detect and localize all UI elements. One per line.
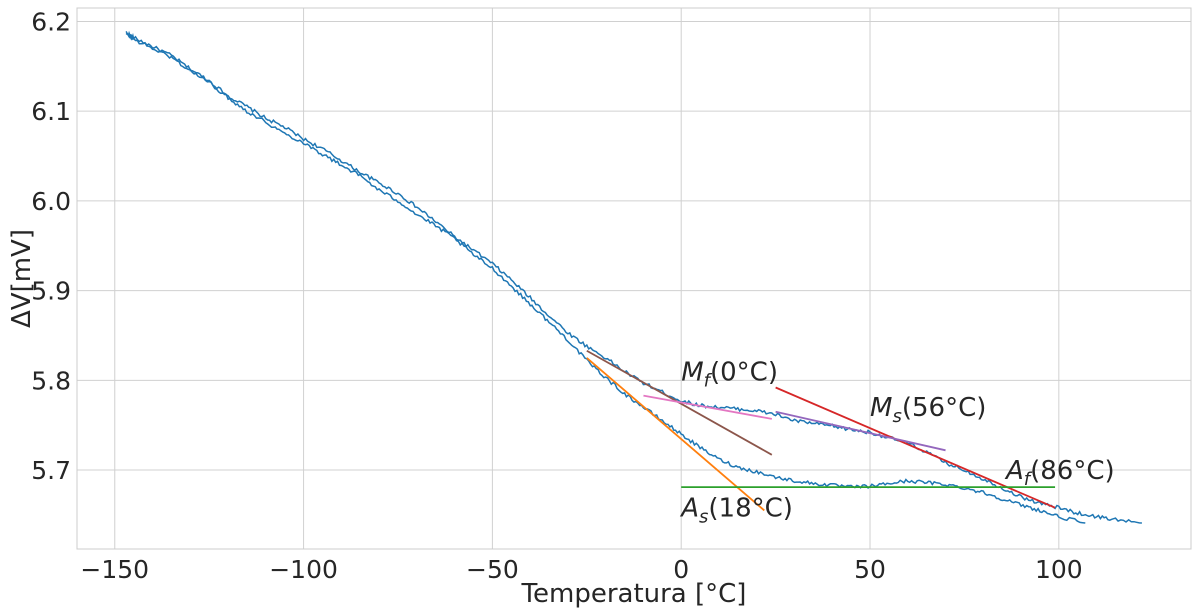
annotation-layer: Mf(0°C) Ms(56°C) Af(86°C) As(18°C) xyxy=(679,357,1114,527)
y-tick-label: 6.2 xyxy=(31,7,71,36)
x-tick-label: −50 xyxy=(466,555,519,584)
tangent-line-1 xyxy=(586,357,765,512)
y-tick-label: 5.9 xyxy=(31,277,71,306)
x-axis-label: Temperatura [°C] xyxy=(521,579,747,609)
y-tick-label: 6.1 xyxy=(31,97,71,126)
annotation-1: Mf(0°C) xyxy=(681,357,778,391)
y-ticks: 5.7 5.8 5.9 6.0 6.1 6.2 xyxy=(31,7,71,485)
x-tick-label: 100 xyxy=(1035,555,1083,584)
tangent-layer xyxy=(586,349,1056,512)
y-axis-label: ΔV[mV] xyxy=(7,229,37,328)
annotation-2: Ms(56°C) xyxy=(870,393,986,427)
y-tick-label: 5.8 xyxy=(31,366,71,395)
y-tick-label: 5.7 xyxy=(31,456,71,485)
x-tick-label: −150 xyxy=(80,555,149,584)
annotation-4: As(18°C) xyxy=(679,494,793,528)
x-tick-label: −100 xyxy=(269,555,338,584)
plot-background xyxy=(77,8,1191,549)
annotation-3: Af(86°C) xyxy=(1004,456,1115,490)
x-tick-label: 50 xyxy=(854,555,886,584)
y-tick-label: 6.0 xyxy=(31,187,71,216)
plot-frame xyxy=(76,7,1192,550)
tangent-line-3 xyxy=(643,394,772,420)
tangent-line-5 xyxy=(775,410,946,452)
x-ticks: −150 −100 −50 0 50 100 xyxy=(80,555,1082,584)
series-line-2 xyxy=(125,32,1086,524)
x-tick-label: 0 xyxy=(673,555,689,584)
grid xyxy=(77,8,1191,549)
